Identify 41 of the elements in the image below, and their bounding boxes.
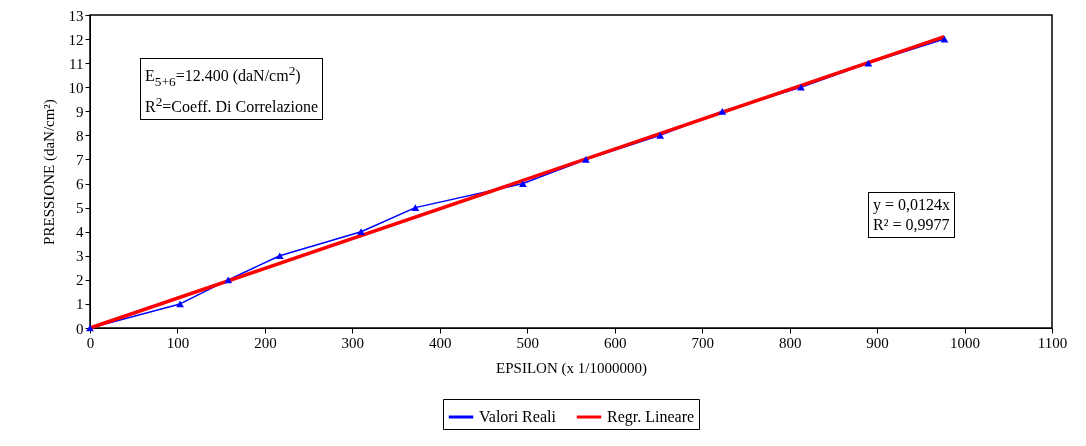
legend-label: Valori Reali	[479, 408, 557, 425]
y-tick-label: 11	[69, 55, 84, 72]
annotation: y = 0,0124x R² = 0,9977	[868, 192, 956, 238]
y-tick-label: 13	[68, 7, 84, 24]
x-axis-title: EPSILON (x 1/1000000)	[496, 359, 647, 377]
y-tick-label: 8	[76, 127, 84, 144]
point	[519, 180, 527, 187]
y-tick-label: 3	[76, 248, 84, 265]
y-tick-label: 7	[76, 151, 84, 168]
point	[718, 107, 727, 115]
legend-label: Regr. Lineare	[607, 408, 695, 426]
point	[864, 59, 873, 67]
x-tick-label: 500	[516, 334, 540, 351]
x-tick-label: 200	[254, 334, 277, 351]
y-tick-label: 9	[76, 103, 84, 120]
point	[411, 204, 420, 211]
x-tick-label: 1100	[1037, 334, 1068, 351]
y-tick-label: 5	[76, 200, 84, 217]
x-tick-label: 400	[429, 334, 452, 351]
text: E$_{5+6}$=12.400 (daN/cm$^{2}$) R$^{2}$=Coeff. Di Correlazione	[145, 63, 319, 115]
x-tick-label: 700	[691, 334, 714, 351]
x-tick-label: 1000	[950, 334, 981, 351]
point	[581, 156, 590, 163]
y-tick-label: 12	[68, 31, 84, 48]
y-tick-label: 2	[76, 272, 84, 289]
x-tick-label: 800	[778, 334, 802, 351]
y-tick-label: 0	[76, 320, 84, 337]
y-tick-label: 1	[76, 296, 84, 313]
point	[224, 276, 233, 284]
y-tick-label: 6	[76, 176, 84, 193]
point	[797, 83, 805, 91]
point	[275, 252, 284, 260]
x-tick-label: 300	[341, 334, 365, 351]
y-axis-title: PRESSIONE (daN/cm²)	[40, 99, 58, 245]
point	[357, 228, 365, 236]
x-tick-label: 900	[866, 334, 889, 351]
y-tick-label: 4	[76, 224, 84, 241]
y-tick-label: 10	[68, 79, 84, 96]
x-tick-label: 600	[603, 334, 627, 351]
point	[656, 132, 665, 139]
x-tick-label: 100	[166, 334, 190, 351]
